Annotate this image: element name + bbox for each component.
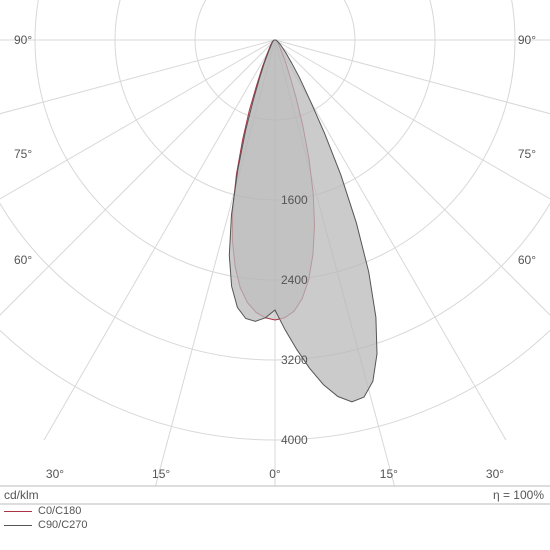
unit-label: cd/klm bbox=[4, 488, 39, 502]
efficiency-label: η = 100% bbox=[493, 488, 544, 502]
legend: C0/C180 C90/C270 bbox=[4, 504, 88, 532]
svg-text:90°: 90° bbox=[518, 33, 536, 47]
svg-text:0°: 0° bbox=[269, 467, 281, 481]
svg-text:75°: 75° bbox=[14, 147, 32, 161]
legend-swatch bbox=[4, 511, 32, 512]
legend-label: C0/C180 bbox=[38, 505, 81, 517]
svg-text:15°: 15° bbox=[380, 467, 398, 481]
svg-text:60°: 60° bbox=[14, 253, 32, 267]
svg-text:30°: 30° bbox=[486, 467, 504, 481]
svg-text:60°: 60° bbox=[518, 253, 536, 267]
svg-text:1600: 1600 bbox=[281, 193, 308, 207]
svg-text:3200: 3200 bbox=[281, 353, 308, 367]
legend-item: C90/C270 bbox=[4, 518, 88, 532]
legend-swatch bbox=[4, 525, 32, 526]
svg-text:75°: 75° bbox=[518, 147, 536, 161]
svg-text:90°: 90° bbox=[14, 33, 32, 47]
svg-text:15°: 15° bbox=[152, 467, 170, 481]
legend-item: C0/C180 bbox=[4, 504, 88, 518]
legend-label: C90/C270 bbox=[38, 519, 88, 531]
polar-photometric-chart: 16002400320040000°15°15°30°30°45°45°60°6… bbox=[0, 0, 550, 550]
svg-text:4000: 4000 bbox=[281, 433, 308, 447]
svg-text:30°: 30° bbox=[46, 467, 64, 481]
svg-text:2400: 2400 bbox=[281, 273, 308, 287]
